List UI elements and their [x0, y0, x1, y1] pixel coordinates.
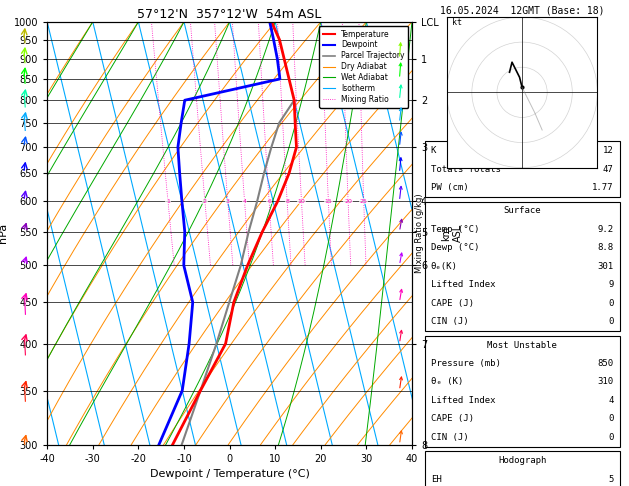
Text: Most Unstable: Most Unstable: [487, 341, 557, 349]
Text: Temp (°C): Temp (°C): [431, 225, 479, 234]
Text: 3: 3: [226, 199, 230, 204]
Text: 8: 8: [285, 199, 289, 204]
Text: K: K: [431, 146, 436, 155]
Text: 10: 10: [298, 199, 305, 204]
Title: 57°12'N  357°12'W  54m ASL: 57°12'N 357°12'W 54m ASL: [137, 8, 322, 21]
Text: 1: 1: [166, 199, 170, 204]
Text: 8.8: 8.8: [598, 243, 613, 252]
Text: 47: 47: [603, 165, 613, 174]
Text: 0: 0: [608, 299, 613, 308]
Text: 15: 15: [325, 199, 332, 204]
FancyBboxPatch shape: [425, 141, 620, 197]
Text: θₑ (K): θₑ (K): [431, 378, 463, 386]
Text: 0: 0: [608, 415, 613, 423]
Text: 16.05.2024  12GMT (Base: 18): 16.05.2024 12GMT (Base: 18): [440, 6, 604, 16]
Text: 12: 12: [603, 146, 613, 155]
Text: θₑ(K): θₑ(K): [431, 262, 458, 271]
Text: 4: 4: [243, 199, 247, 204]
Text: 2: 2: [203, 199, 207, 204]
Text: 5: 5: [608, 475, 613, 484]
Text: 25: 25: [360, 199, 368, 204]
Text: 20: 20: [344, 199, 352, 204]
Text: CAPE (J): CAPE (J): [431, 299, 474, 308]
Text: 9.2: 9.2: [598, 225, 613, 234]
Y-axis label: hPa: hPa: [0, 223, 8, 243]
FancyBboxPatch shape: [425, 336, 620, 447]
Text: 0: 0: [608, 317, 613, 326]
Text: Mixing Ratio (g/kg): Mixing Ratio (g/kg): [415, 193, 424, 273]
Text: 850: 850: [598, 359, 613, 368]
X-axis label: Dewpoint / Temperature (°C): Dewpoint / Temperature (°C): [150, 469, 309, 479]
Text: CAPE (J): CAPE (J): [431, 415, 474, 423]
Text: CIN (J): CIN (J): [431, 317, 469, 326]
Text: © weatheronline.co.uk: © weatheronline.co.uk: [470, 472, 574, 481]
Text: 9: 9: [608, 280, 613, 289]
Text: EH: EH: [431, 475, 442, 484]
Text: Surface: Surface: [503, 207, 541, 215]
Legend: Temperature, Dewpoint, Parcel Trajectory, Dry Adiabat, Wet Adiabat, Isotherm, Mi: Temperature, Dewpoint, Parcel Trajectory…: [320, 26, 408, 108]
Text: kt: kt: [452, 17, 462, 27]
Text: Pressure (mb): Pressure (mb): [431, 359, 501, 368]
Text: 4: 4: [608, 396, 613, 405]
FancyBboxPatch shape: [425, 451, 620, 486]
Text: Totals Totals: Totals Totals: [431, 165, 501, 174]
FancyBboxPatch shape: [425, 202, 620, 331]
Text: CIN (J): CIN (J): [431, 433, 469, 442]
Text: Hodograph: Hodograph: [498, 456, 546, 465]
Text: 1.77: 1.77: [592, 183, 613, 192]
Y-axis label: km
ASL: km ASL: [442, 224, 463, 243]
Text: PW (cm): PW (cm): [431, 183, 469, 192]
Text: Lifted Index: Lifted Index: [431, 280, 495, 289]
Text: 6: 6: [267, 199, 271, 204]
Text: Dewp (°C): Dewp (°C): [431, 243, 479, 252]
Text: 310: 310: [598, 378, 613, 386]
Text: 0: 0: [608, 433, 613, 442]
Text: Lifted Index: Lifted Index: [431, 396, 495, 405]
Text: 301: 301: [598, 262, 613, 271]
